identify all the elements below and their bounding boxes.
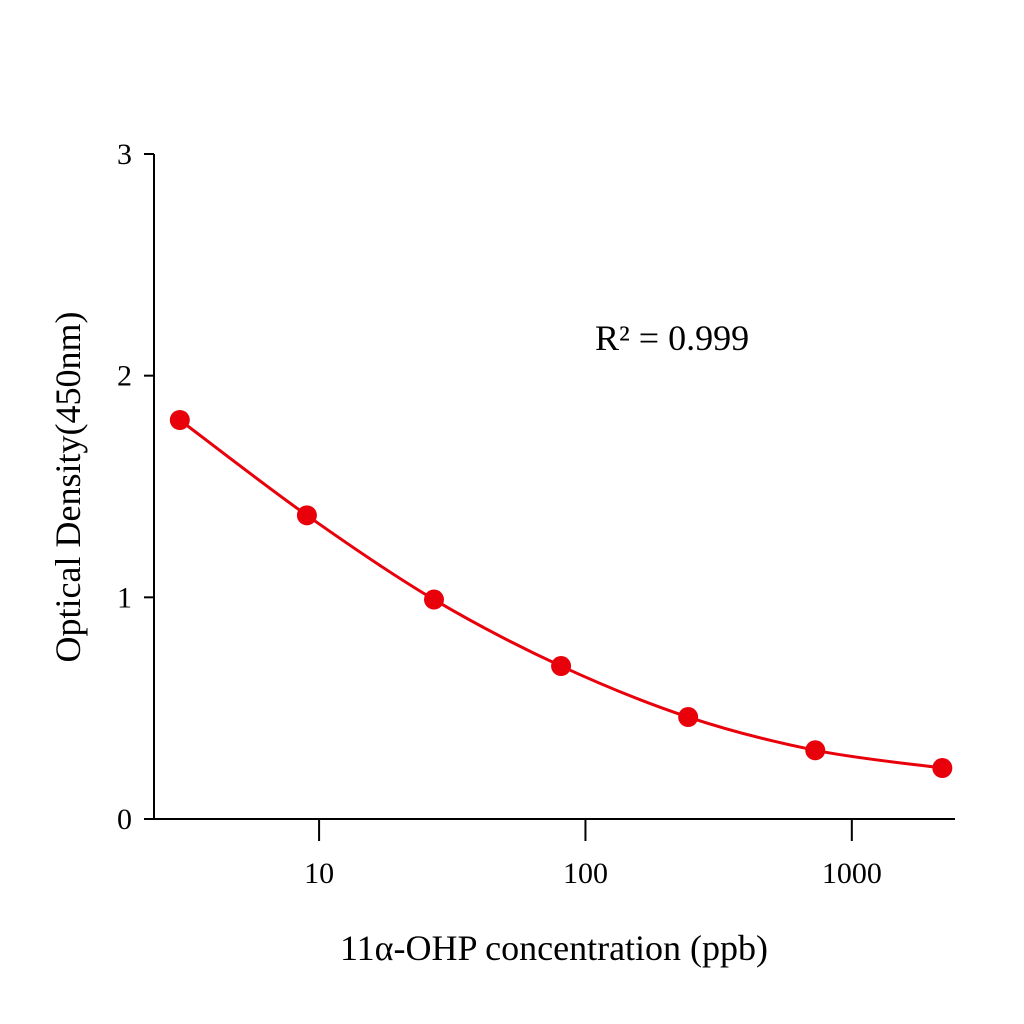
data-point: [423, 589, 444, 610]
ticks: 0 1 2 3 10 100 1000: [117, 138, 882, 890]
x-tick-label: 1000: [822, 857, 882, 890]
data-point: [169, 410, 190, 430]
y-tick-label: 3: [117, 138, 132, 171]
data-point: [932, 758, 953, 779]
y-axis-title: Optical Density(450nm): [48, 312, 88, 663]
x-tick-label: 100: [563, 857, 608, 890]
data-point: [296, 505, 317, 526]
x-axis-title: 11α-OHP concentration (ppb): [340, 928, 768, 968]
data-point: [678, 707, 699, 728]
series: [169, 410, 953, 779]
fit-curve: [178, 418, 943, 770]
r-squared-annotation: R² = 0.999: [595, 318, 749, 358]
y-tick-label: 0: [117, 803, 132, 836]
axes: [153, 154, 955, 820]
y-tick-label: 1: [117, 581, 132, 614]
y-tick-label: 2: [117, 360, 132, 393]
data-point: [805, 740, 826, 761]
x-tick-label: 10: [304, 857, 334, 890]
data-point: [551, 656, 572, 677]
